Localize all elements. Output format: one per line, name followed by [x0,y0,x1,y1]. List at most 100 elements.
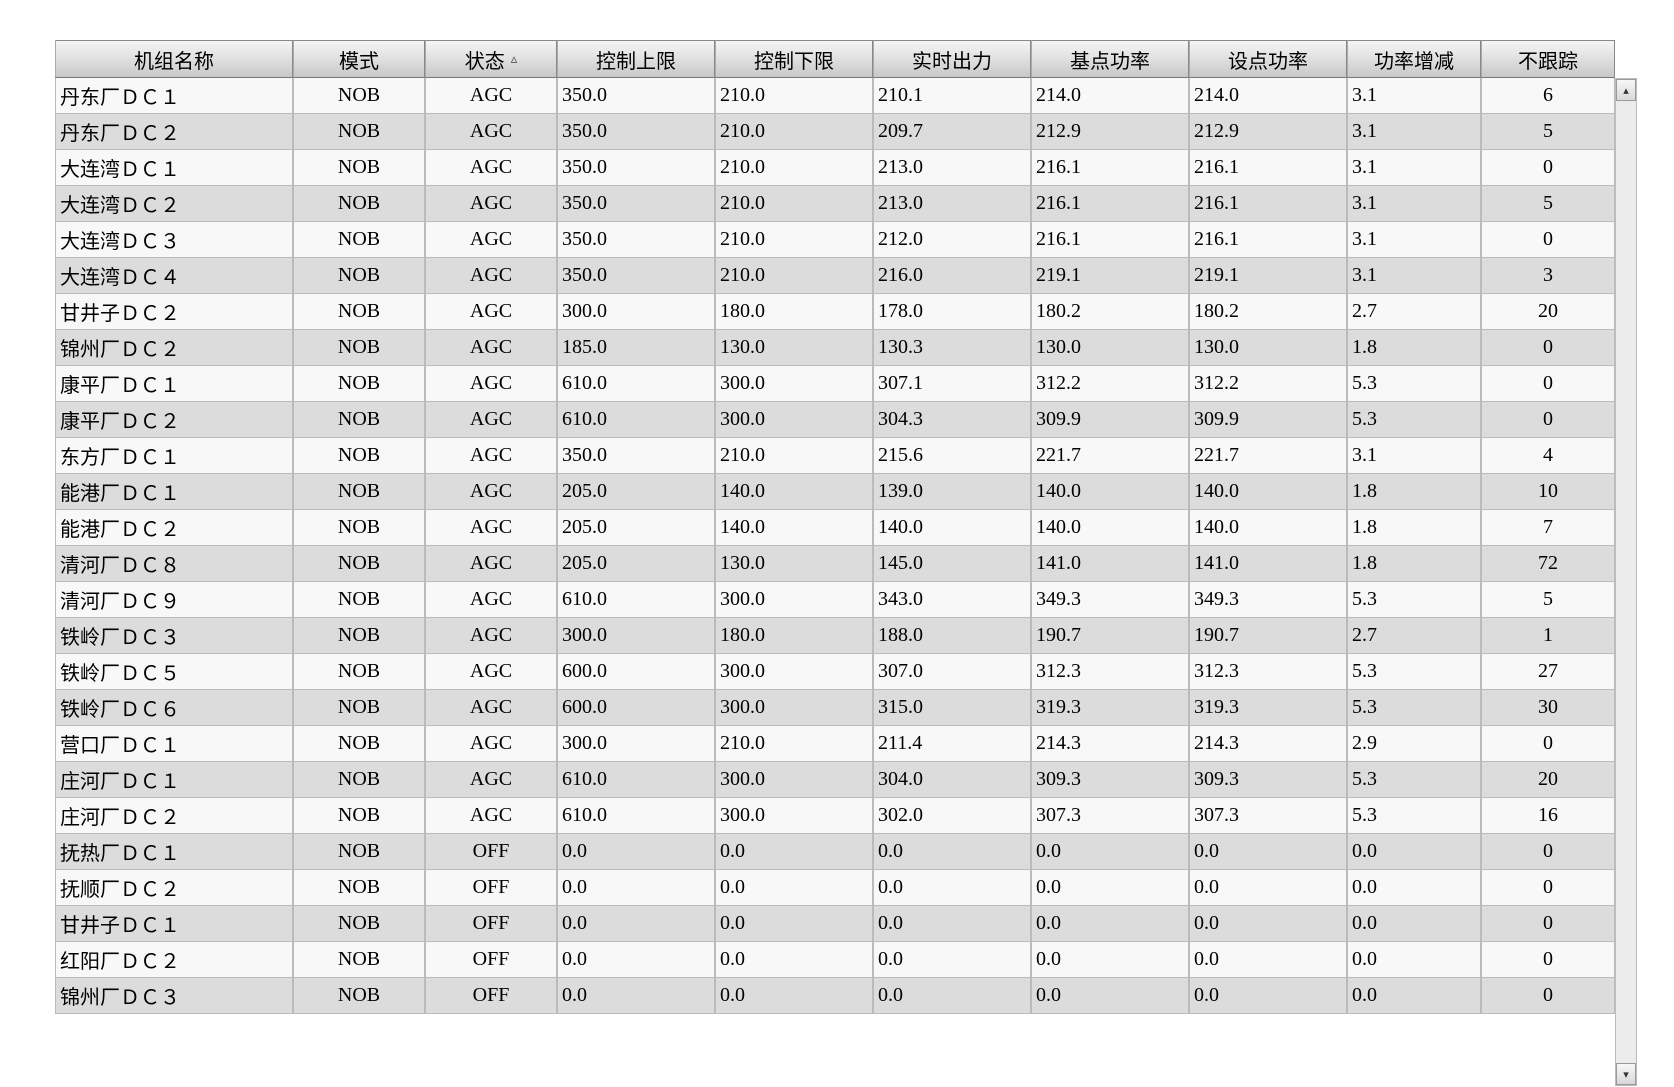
table-cell: 30 [1481,690,1615,726]
table-cell: AGC [425,150,557,186]
table-cell: 0.0 [715,870,873,906]
table-cell: 大连湾ＤＣ３ [55,222,293,258]
table-cell: 0.0 [1189,906,1347,942]
vertical-scrollbar[interactable]: ▴ ▾ [1615,78,1637,1086]
column-header[interactable]: 状态▵ [425,40,557,78]
table-cell: 抚顺厂ＤＣ２ [55,870,293,906]
column-header[interactable]: 机组名称 [55,40,293,78]
table-cell: 甘井子ＤＣ２ [55,294,293,330]
table-cell: 304.0 [873,762,1031,798]
table-cell: NOB [293,258,425,294]
table-cell: 215.6 [873,438,1031,474]
column-header[interactable]: 模式 [293,40,425,78]
table-row[interactable]: 甘井子ＤＣ２NOBAGC300.0180.0178.0180.2180.22.7… [55,294,1615,330]
table-cell: 315.0 [873,690,1031,726]
table-row[interactable]: 铁岭厂ＤＣ６NOBAGC600.0300.0315.0319.3319.35.3… [55,690,1615,726]
table-cell: 213.0 [873,186,1031,222]
table-row[interactable]: 锦州厂ＤＣ３NOBOFF0.00.00.00.00.00.00 [55,978,1615,1014]
table-row[interactable]: 东方厂ＤＣ１NOBAGC350.0210.0215.6221.7221.73.1… [55,438,1615,474]
table-row[interactable]: 能港厂ＤＣ１NOBAGC205.0140.0139.0140.0140.01.8… [55,474,1615,510]
table-cell: NOB [293,474,425,510]
table-cell: 0 [1481,222,1615,258]
table-cell: 抚热厂ＤＣ１ [55,834,293,870]
table-cell: 铁岭厂ＤＣ３ [55,618,293,654]
table-cell: 600.0 [557,690,715,726]
table-row[interactable]: 营口厂ＤＣ１NOBAGC300.0210.0211.4214.3214.32.9… [55,726,1615,762]
column-header[interactable]: 控制下限 [715,40,873,78]
table-row[interactable]: 清河厂ＤＣ８NOBAGC205.0130.0145.0141.0141.01.8… [55,546,1615,582]
table-cell: 300.0 [557,294,715,330]
table-row[interactable]: 能港厂ＤＣ２NOBAGC205.0140.0140.0140.0140.01.8… [55,510,1615,546]
table-cell: AGC [425,726,557,762]
table-cell: 210.1 [873,78,1031,114]
table-cell: 0.0 [557,942,715,978]
table-cell: 610.0 [557,582,715,618]
table-cell: 2.9 [1347,726,1481,762]
table-cell: 350.0 [557,222,715,258]
table-row[interactable]: 丹东厂ＤＣ１NOBAGC350.0210.0210.1214.0214.03.1… [55,78,1615,114]
table-cell: OFF [425,978,557,1014]
table-cell: OFF [425,834,557,870]
table-cell: 312.3 [1189,654,1347,690]
header-row: 机组名称模式状态▵控制上限控制下限实时出力基点功率设点功率功率增减不跟踪 [55,40,1615,78]
table-cell: NOB [293,510,425,546]
table-row[interactable]: 大连湾ＤＣ２NOBAGC350.0210.0213.0216.1216.13.1… [55,186,1615,222]
table-cell: NOB [293,762,425,798]
table-row[interactable]: 甘井子ＤＣ１NOBOFF0.00.00.00.00.00.00 [55,906,1615,942]
table-cell: 140.0 [1189,510,1347,546]
table-cell: 349.3 [1189,582,1347,618]
column-header[interactable]: 实时出力 [873,40,1031,78]
table-cell: 16 [1481,798,1615,834]
scroll-track-gap[interactable] [1616,101,1636,1063]
table-row[interactable]: 抚顺厂ＤＣ２NOBOFF0.00.00.00.00.00.00 [55,870,1615,906]
table-cell: 0.0 [1189,978,1347,1014]
table-cell: 188.0 [873,618,1031,654]
scroll-up-button[interactable]: ▴ [1616,79,1636,101]
column-header[interactable]: 基点功率 [1031,40,1189,78]
table-cell: 214.0 [1189,78,1347,114]
table-cell: NOB [293,654,425,690]
table-cell: 1.8 [1347,510,1481,546]
scroll-down-button[interactable]: ▾ [1616,1063,1636,1085]
table-row[interactable]: 庄河厂ＤＣ１NOBAGC610.0300.0304.0309.3309.35.3… [55,762,1615,798]
table-cell: 209.7 [873,114,1031,150]
table-cell: 219.1 [1189,258,1347,294]
table-row[interactable]: 康平厂ＤＣ１NOBAGC610.0300.0307.1312.2312.25.3… [55,366,1615,402]
table-cell: AGC [425,186,557,222]
table-cell: AGC [425,474,557,510]
table-row[interactable]: 大连湾ＤＣ４NOBAGC350.0210.0216.0219.1219.13.1… [55,258,1615,294]
table-cell: 2.7 [1347,618,1481,654]
table-cell: 0.0 [873,870,1031,906]
table-row[interactable]: 清河厂ＤＣ９NOBAGC610.0300.0343.0349.3349.35.3… [55,582,1615,618]
column-header[interactable]: 控制上限 [557,40,715,78]
column-header[interactable]: 功率增减 [1347,40,1481,78]
table-cell: 丹东厂ＤＣ２ [55,114,293,150]
table-cell: 350.0 [557,438,715,474]
table-row[interactable]: 红阳厂ＤＣ２NOBOFF0.00.00.00.00.00.00 [55,942,1615,978]
table-row[interactable]: 丹东厂ＤＣ２NOBAGC350.0210.0209.7212.9212.93.1… [55,114,1615,150]
table-row[interactable]: 康平厂ＤＣ２NOBAGC610.0300.0304.3309.9309.95.3… [55,402,1615,438]
table-cell: 210.0 [715,438,873,474]
table-cell: NOB [293,618,425,654]
table-cell: 300.0 [715,798,873,834]
table-cell: 3.1 [1347,258,1481,294]
table-row[interactable]: 抚热厂ＤＣ１NOBOFF0.00.00.00.00.00.00 [55,834,1615,870]
table-cell: 212.9 [1189,114,1347,150]
table-row[interactable]: 铁岭厂ＤＣ３NOBAGC300.0180.0188.0190.7190.72.7… [55,618,1615,654]
table-row[interactable]: 铁岭厂ＤＣ５NOBAGC600.0300.0307.0312.3312.35.3… [55,654,1615,690]
column-header[interactable]: 设点功率 [1189,40,1347,78]
table-row[interactable]: 大连湾ＤＣ３NOBAGC350.0210.0212.0216.1216.13.1… [55,222,1615,258]
table-cell: 300.0 [557,618,715,654]
table-row[interactable]: 大连湾ＤＣ１NOBAGC350.0210.0213.0216.1216.13.1… [55,150,1615,186]
table-row[interactable]: 庄河厂ＤＣ２NOBAGC610.0300.0302.0307.3307.35.3… [55,798,1615,834]
table-cell: AGC [425,618,557,654]
table-cell: 300.0 [715,402,873,438]
table-cell: 216.1 [1189,150,1347,186]
column-header[interactable]: 不跟踪 [1481,40,1615,78]
column-header-label: 功率增减 [1374,45,1454,74]
table-cell: 0 [1481,150,1615,186]
table-row[interactable]: 锦州厂ＤＣ２NOBAGC185.0130.0130.3130.0130.01.8… [55,330,1615,366]
table-cell: 130.0 [1189,330,1347,366]
table-cell: NOB [293,726,425,762]
table-cell: OFF [425,870,557,906]
